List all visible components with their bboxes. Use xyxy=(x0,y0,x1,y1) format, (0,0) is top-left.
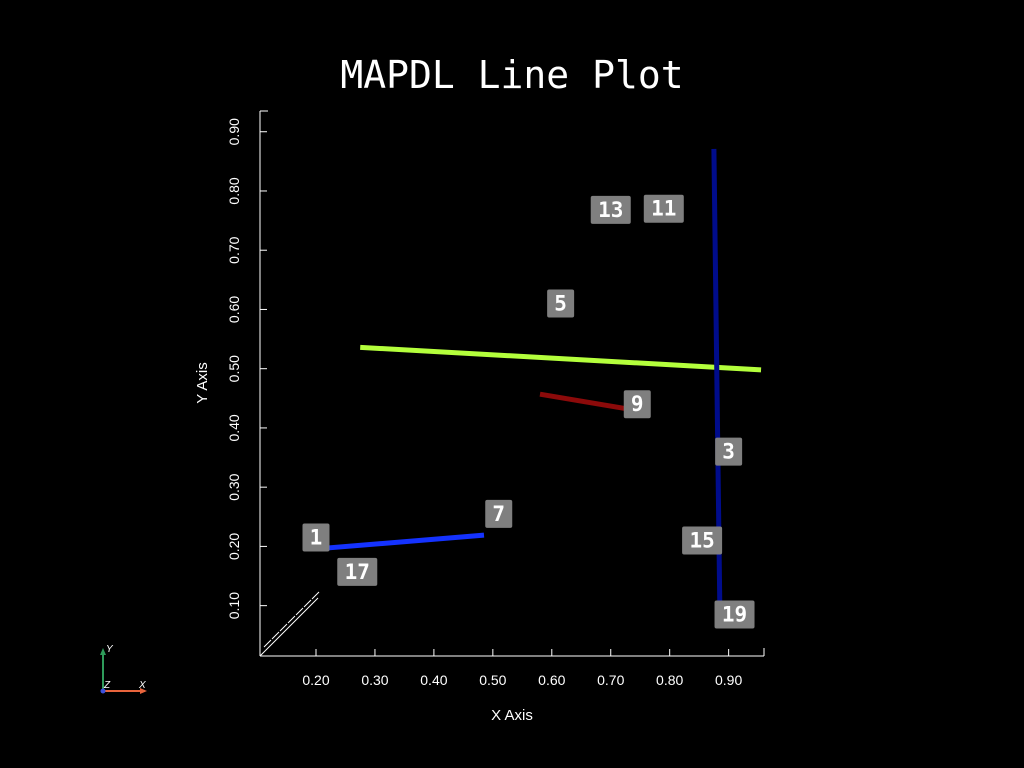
keypoint-label-box xyxy=(590,195,631,224)
triad-x-arrowhead xyxy=(140,688,147,694)
series-line-4 xyxy=(539,391,632,413)
y-tick-label: 0.20 xyxy=(226,533,242,560)
z-tick-mark xyxy=(311,591,320,600)
keypoint-label-box xyxy=(302,523,330,552)
keypoint-label: 15 xyxy=(689,528,714,552)
keypoint-label: 7 xyxy=(492,502,505,526)
series-line-3 xyxy=(324,532,485,551)
keypoint-label: 11 xyxy=(651,197,676,221)
z-axis-line xyxy=(259,597,319,657)
y-tick-label: 0.60 xyxy=(226,296,242,323)
keypoint-label: 13 xyxy=(598,198,623,222)
x-tick-label: 0.80 xyxy=(656,672,683,688)
keypoint-label-box xyxy=(485,499,513,528)
x-axis-label: X Axis xyxy=(491,707,533,724)
x-tick-label: 0.40 xyxy=(420,672,447,688)
y-tick-label: 0.70 xyxy=(226,236,242,263)
triad-z-arrow xyxy=(100,688,106,694)
axis-triad: X Y Z xyxy=(100,644,147,694)
keypoint-label: 19 xyxy=(722,603,747,627)
y-tick-label: 0.10 xyxy=(226,592,242,619)
keypoint-label-box xyxy=(682,526,723,555)
keypoint-label-box xyxy=(714,600,755,629)
y-axis-label: Y Axis xyxy=(194,362,211,403)
keypoint-label-box xyxy=(623,390,651,419)
keypoint-label: 17 xyxy=(345,560,370,584)
x-tick-label: 0.20 xyxy=(302,672,329,688)
z-tick-mark xyxy=(287,615,296,624)
triad-y-label: Y xyxy=(106,644,114,655)
z-tick-mark xyxy=(303,599,312,608)
keypoint-label: 5 xyxy=(554,292,567,316)
x-tick-label: 0.60 xyxy=(538,672,565,688)
y-tick-label: 0.90 xyxy=(226,118,242,145)
keypoint-label: 1 xyxy=(310,526,323,550)
x-tick-label: 0.70 xyxy=(597,672,624,688)
triad-y-arrowhead xyxy=(100,648,106,655)
keypoint-label-box xyxy=(715,437,743,466)
z-tick-mark xyxy=(279,623,288,632)
axes xyxy=(259,110,765,657)
keypoint-label-box xyxy=(643,194,684,223)
z-tick-mark xyxy=(263,639,272,648)
z-tick-mark xyxy=(295,607,304,616)
y-tick-label: 0.40 xyxy=(226,414,242,441)
y-tick-label: 0.30 xyxy=(226,473,242,500)
y-tick-label: 0.80 xyxy=(226,177,242,204)
triad-x-label: X xyxy=(138,680,146,691)
keypoint-label: 9 xyxy=(631,392,644,416)
keypoint-label-box xyxy=(547,289,575,318)
x-tick-label: 0.90 xyxy=(715,672,742,688)
chart-title: MAPDL Line Plot xyxy=(340,53,683,97)
keypoint-label-box xyxy=(337,557,378,586)
y-tick-label: 0.50 xyxy=(226,355,242,382)
z-axis-ticks xyxy=(259,591,320,657)
x-tick-label: 0.30 xyxy=(361,672,388,688)
triad-z-label: Z xyxy=(103,680,111,691)
keypoint-label: 3 xyxy=(722,440,735,464)
x-tick-label: 0.50 xyxy=(479,672,506,688)
series-line-1 xyxy=(360,344,762,373)
z-tick-mark xyxy=(271,631,280,640)
